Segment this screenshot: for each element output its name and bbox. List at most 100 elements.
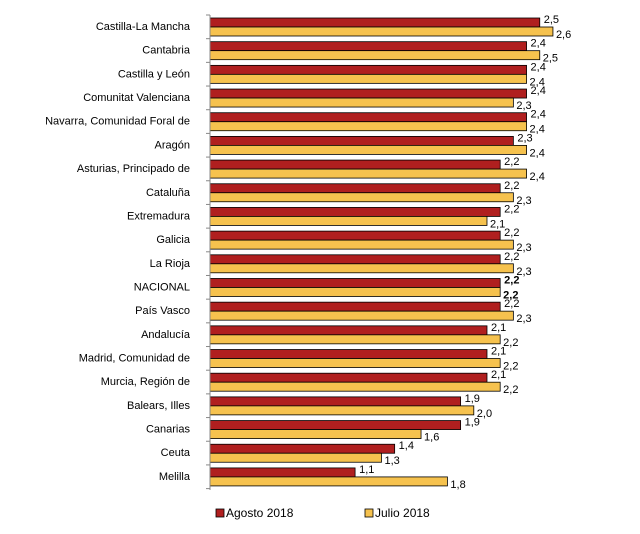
category-label: Melilla [159, 471, 191, 483]
category-label: Madrid, Comunidad de [79, 353, 190, 365]
category-label: Castilla y León [118, 68, 190, 80]
data-label-agosto: 2,3 [517, 132, 532, 144]
bar-agosto [209, 135, 514, 146]
data-label-agosto: 2,2 [504, 227, 519, 239]
bar-agosto [209, 64, 527, 75]
data-label-agosto: 1,4 [399, 440, 414, 452]
legend-label-agosto: Agosto 2018 [226, 506, 294, 520]
bar-agosto [209, 325, 488, 336]
data-label-julio: 2,4 [530, 147, 545, 159]
data-label-agosto: 2,2 [504, 156, 519, 168]
data-label-agosto: 1,1 [359, 464, 374, 476]
bar-agosto [209, 17, 541, 28]
bar-agosto [209, 467, 356, 478]
bar-agosto [209, 396, 462, 407]
data-label-agosto: 2,4 [531, 85, 546, 97]
bar-agosto [209, 41, 527, 52]
category-label: Galicia [156, 234, 191, 246]
data-label-julio: 2,1 [490, 218, 505, 230]
bar-agosto [209, 301, 501, 312]
bar-julio [209, 310, 514, 321]
bar-julio [209, 121, 527, 132]
bar-agosto [209, 372, 488, 383]
data-label-agosto: 2,2 [504, 251, 519, 263]
data-label-agosto: 1,9 [465, 393, 480, 405]
category-label: Andalucía [141, 329, 191, 341]
bar-julio [209, 381, 501, 392]
bar-julio [209, 476, 448, 487]
bar-julio [209, 239, 514, 250]
bar-agosto [209, 254, 501, 265]
bar-julio [209, 263, 514, 274]
bar-julio [209, 50, 541, 61]
bar-julio [209, 429, 422, 439]
data-label-agosto: 2,1 [491, 346, 506, 358]
bar-agosto [209, 88, 527, 99]
data-label-agosto: 2,5 [544, 14, 559, 26]
legend-swatch-julio [364, 508, 374, 518]
data-label-agosto: 2,2 [504, 180, 519, 192]
bar-julio [209, 144, 527, 155]
data-label-agosto: 2,4 [531, 38, 546, 50]
bar-julio [209, 168, 527, 179]
data-label-julio: 2,2 [503, 361, 518, 373]
bar-agosto [209, 420, 462, 430]
legend-swatch-agosto [215, 508, 225, 518]
data-label-julio: 2,4 [530, 124, 545, 136]
category-label: Comunitat Valenciana [83, 92, 191, 104]
bar-julio [209, 26, 554, 37]
category-label: La Rioja [150, 258, 191, 270]
category-label: Ceuta [161, 447, 191, 459]
category-label: Navarra, Comunidad Foral de [45, 116, 190, 128]
category-label: País Vasco [135, 305, 190, 317]
bar-julio [209, 73, 527, 84]
bar-julio [209, 358, 501, 368]
category-label: Cataluña [146, 187, 191, 199]
data-label-agosto: 2,1 [491, 322, 506, 334]
data-label-julio: 2,2 [503, 384, 518, 396]
data-label-agosto: 2,2 [504, 298, 519, 310]
data-label-julio: 2,4 [530, 171, 545, 183]
data-label-julio: 1,8 [450, 479, 465, 491]
category-label: NACIONAL [134, 281, 190, 293]
data-label-agosto: 2,4 [531, 61, 546, 73]
data-label-julio: 2,5 [543, 53, 558, 65]
legend: Agosto 2018 Julio 2018 [215, 506, 430, 520]
data-label-julio: 2,4 [530, 76, 545, 88]
bar-julio [209, 97, 514, 108]
data-label-julio: 2,3 [516, 195, 531, 207]
data-label-agosto: 2,2 [504, 203, 519, 215]
data-label-julio: 2,3 [516, 266, 531, 278]
bar-agosto [209, 349, 488, 359]
bar-agosto [209, 443, 396, 454]
data-label-julio: 2,3 [516, 100, 531, 112]
bar-julio [209, 405, 475, 416]
category-label: Cantabria [142, 45, 191, 57]
bar-julio [209, 192, 514, 203]
data-label-agosto: 2,1 [491, 369, 506, 381]
data-label-agosto: 2,2 [504, 274, 519, 286]
bar-agosto [209, 230, 501, 241]
data-label-agosto: 1,9 [465, 417, 480, 429]
bar-julio [209, 216, 488, 226]
category-label: Canarias [146, 424, 191, 436]
category-label: Aragón [155, 139, 190, 151]
category-label: Balears, Illes [127, 400, 190, 412]
data-label-julio: 2,0 [477, 408, 492, 420]
data-label-julio: 2,3 [516, 242, 531, 254]
bar-agosto [209, 183, 501, 194]
data-label-julio: 2,3 [516, 313, 531, 325]
category-label: Murcia, Región de [101, 376, 190, 388]
data-label-julio: 2,2 [503, 289, 518, 301]
data-label-agosto: 2,4 [531, 109, 546, 121]
bar-julio [209, 334, 501, 345]
category-label: Asturias, Principado de [77, 163, 190, 175]
data-label-julio: 1,6 [424, 432, 439, 444]
legend-label-julio: Julio 2018 [375, 506, 430, 520]
bar-agosto [209, 278, 501, 288]
bar-agosto [209, 112, 527, 123]
data-label-julio: 2,2 [503, 337, 518, 349]
category-label: Castilla-La Mancha [96, 21, 191, 33]
bar-agosto [209, 207, 501, 217]
